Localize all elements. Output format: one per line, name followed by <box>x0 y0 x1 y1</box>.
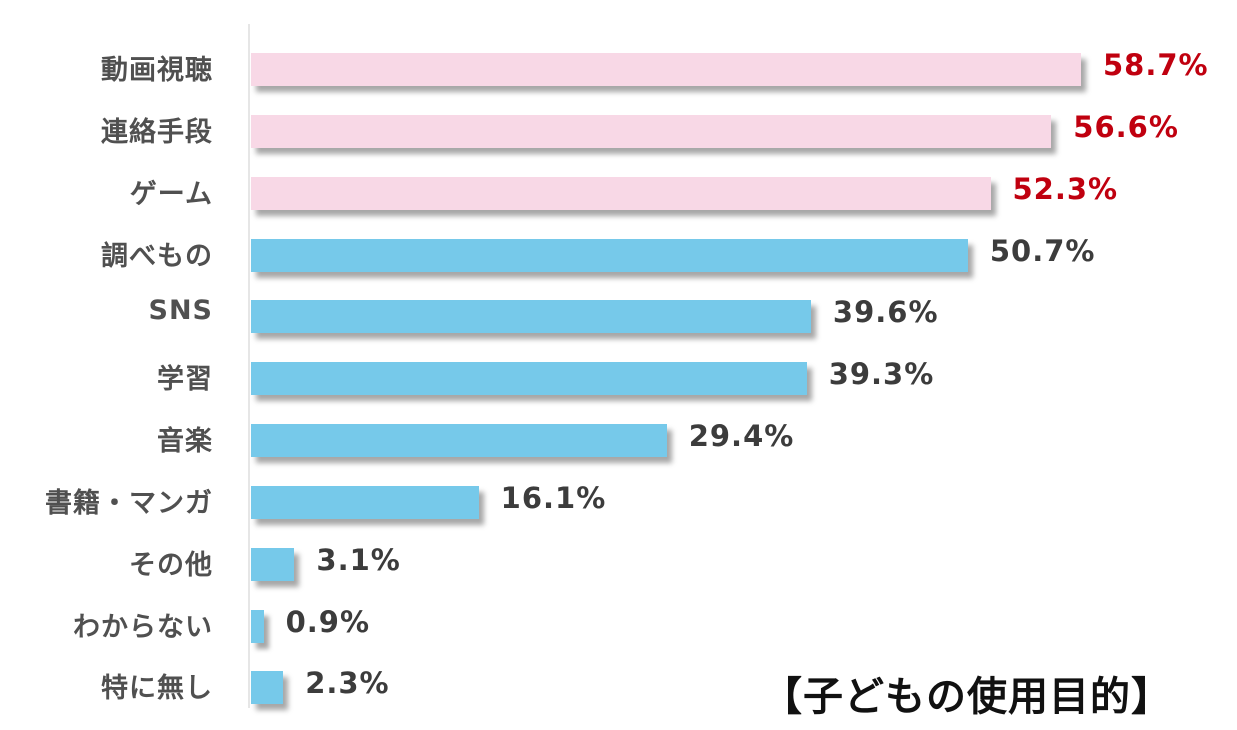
bar-row: ゲーム 52.3% <box>0 162 1237 224</box>
bar <box>251 548 295 581</box>
bar-row: 調べもの 50.7% <box>0 224 1237 286</box>
value-label: 29.4% <box>688 419 795 453</box>
bar-row: 特に無し 2.3% <box>0 656 1237 718</box>
bar <box>251 362 807 395</box>
bar-row: 連絡手段 56.6% <box>0 100 1237 162</box>
category-label: 音楽 <box>157 426 213 457</box>
bar <box>251 177 991 210</box>
bar-row: 動画視聴 58.7% <box>0 38 1237 100</box>
bar-row: 書籍・マンガ 16.1% <box>0 471 1237 533</box>
category-label: ゲーム <box>129 179 213 210</box>
chart-title: 【子どもの使用目的】 <box>762 674 1172 720</box>
bar <box>251 671 284 704</box>
value-label: 39.6% <box>832 295 939 329</box>
value-label: 0.9% <box>285 605 371 639</box>
bar-row: 学習 39.3% <box>0 347 1237 409</box>
value-label: 3.1% <box>316 543 401 577</box>
bar-row: わからない 0.9% <box>0 595 1237 657</box>
value-label: 2.3% <box>305 666 390 700</box>
bar <box>251 486 479 519</box>
value-label: 50.7% <box>989 234 1096 268</box>
category-label: 動画視聴 <box>101 55 213 86</box>
category-label: わからない <box>73 612 213 643</box>
bar <box>251 424 667 457</box>
bar <box>251 610 264 643</box>
y-axis-line <box>248 24 250 708</box>
category-label: その他 <box>129 550 213 581</box>
category-label: 調べもの <box>101 241 213 272</box>
category-label: 学習 <box>157 364 213 395</box>
bar-row: SNS 39.6% <box>0 285 1237 347</box>
value-label: 56.6% <box>1073 110 1179 144</box>
value-label: 58.7% <box>1103 48 1209 82</box>
bar <box>251 115 1052 148</box>
bar-row: その他 3.1% <box>0 533 1237 595</box>
category-label: SNS <box>148 295 213 326</box>
category-label: 連絡手段 <box>101 117 213 148</box>
value-label: 52.3% <box>1012 172 1119 206</box>
bar-row: 音楽 29.4% <box>0 409 1237 471</box>
value-label: 39.3% <box>828 357 935 391</box>
bar <box>251 53 1081 86</box>
value-label: 16.1% <box>500 481 607 515</box>
bar <box>251 300 811 333</box>
category-label: 書籍・マンガ <box>45 488 213 519</box>
category-label: 特に無し <box>101 673 213 704</box>
bar <box>251 239 968 272</box>
